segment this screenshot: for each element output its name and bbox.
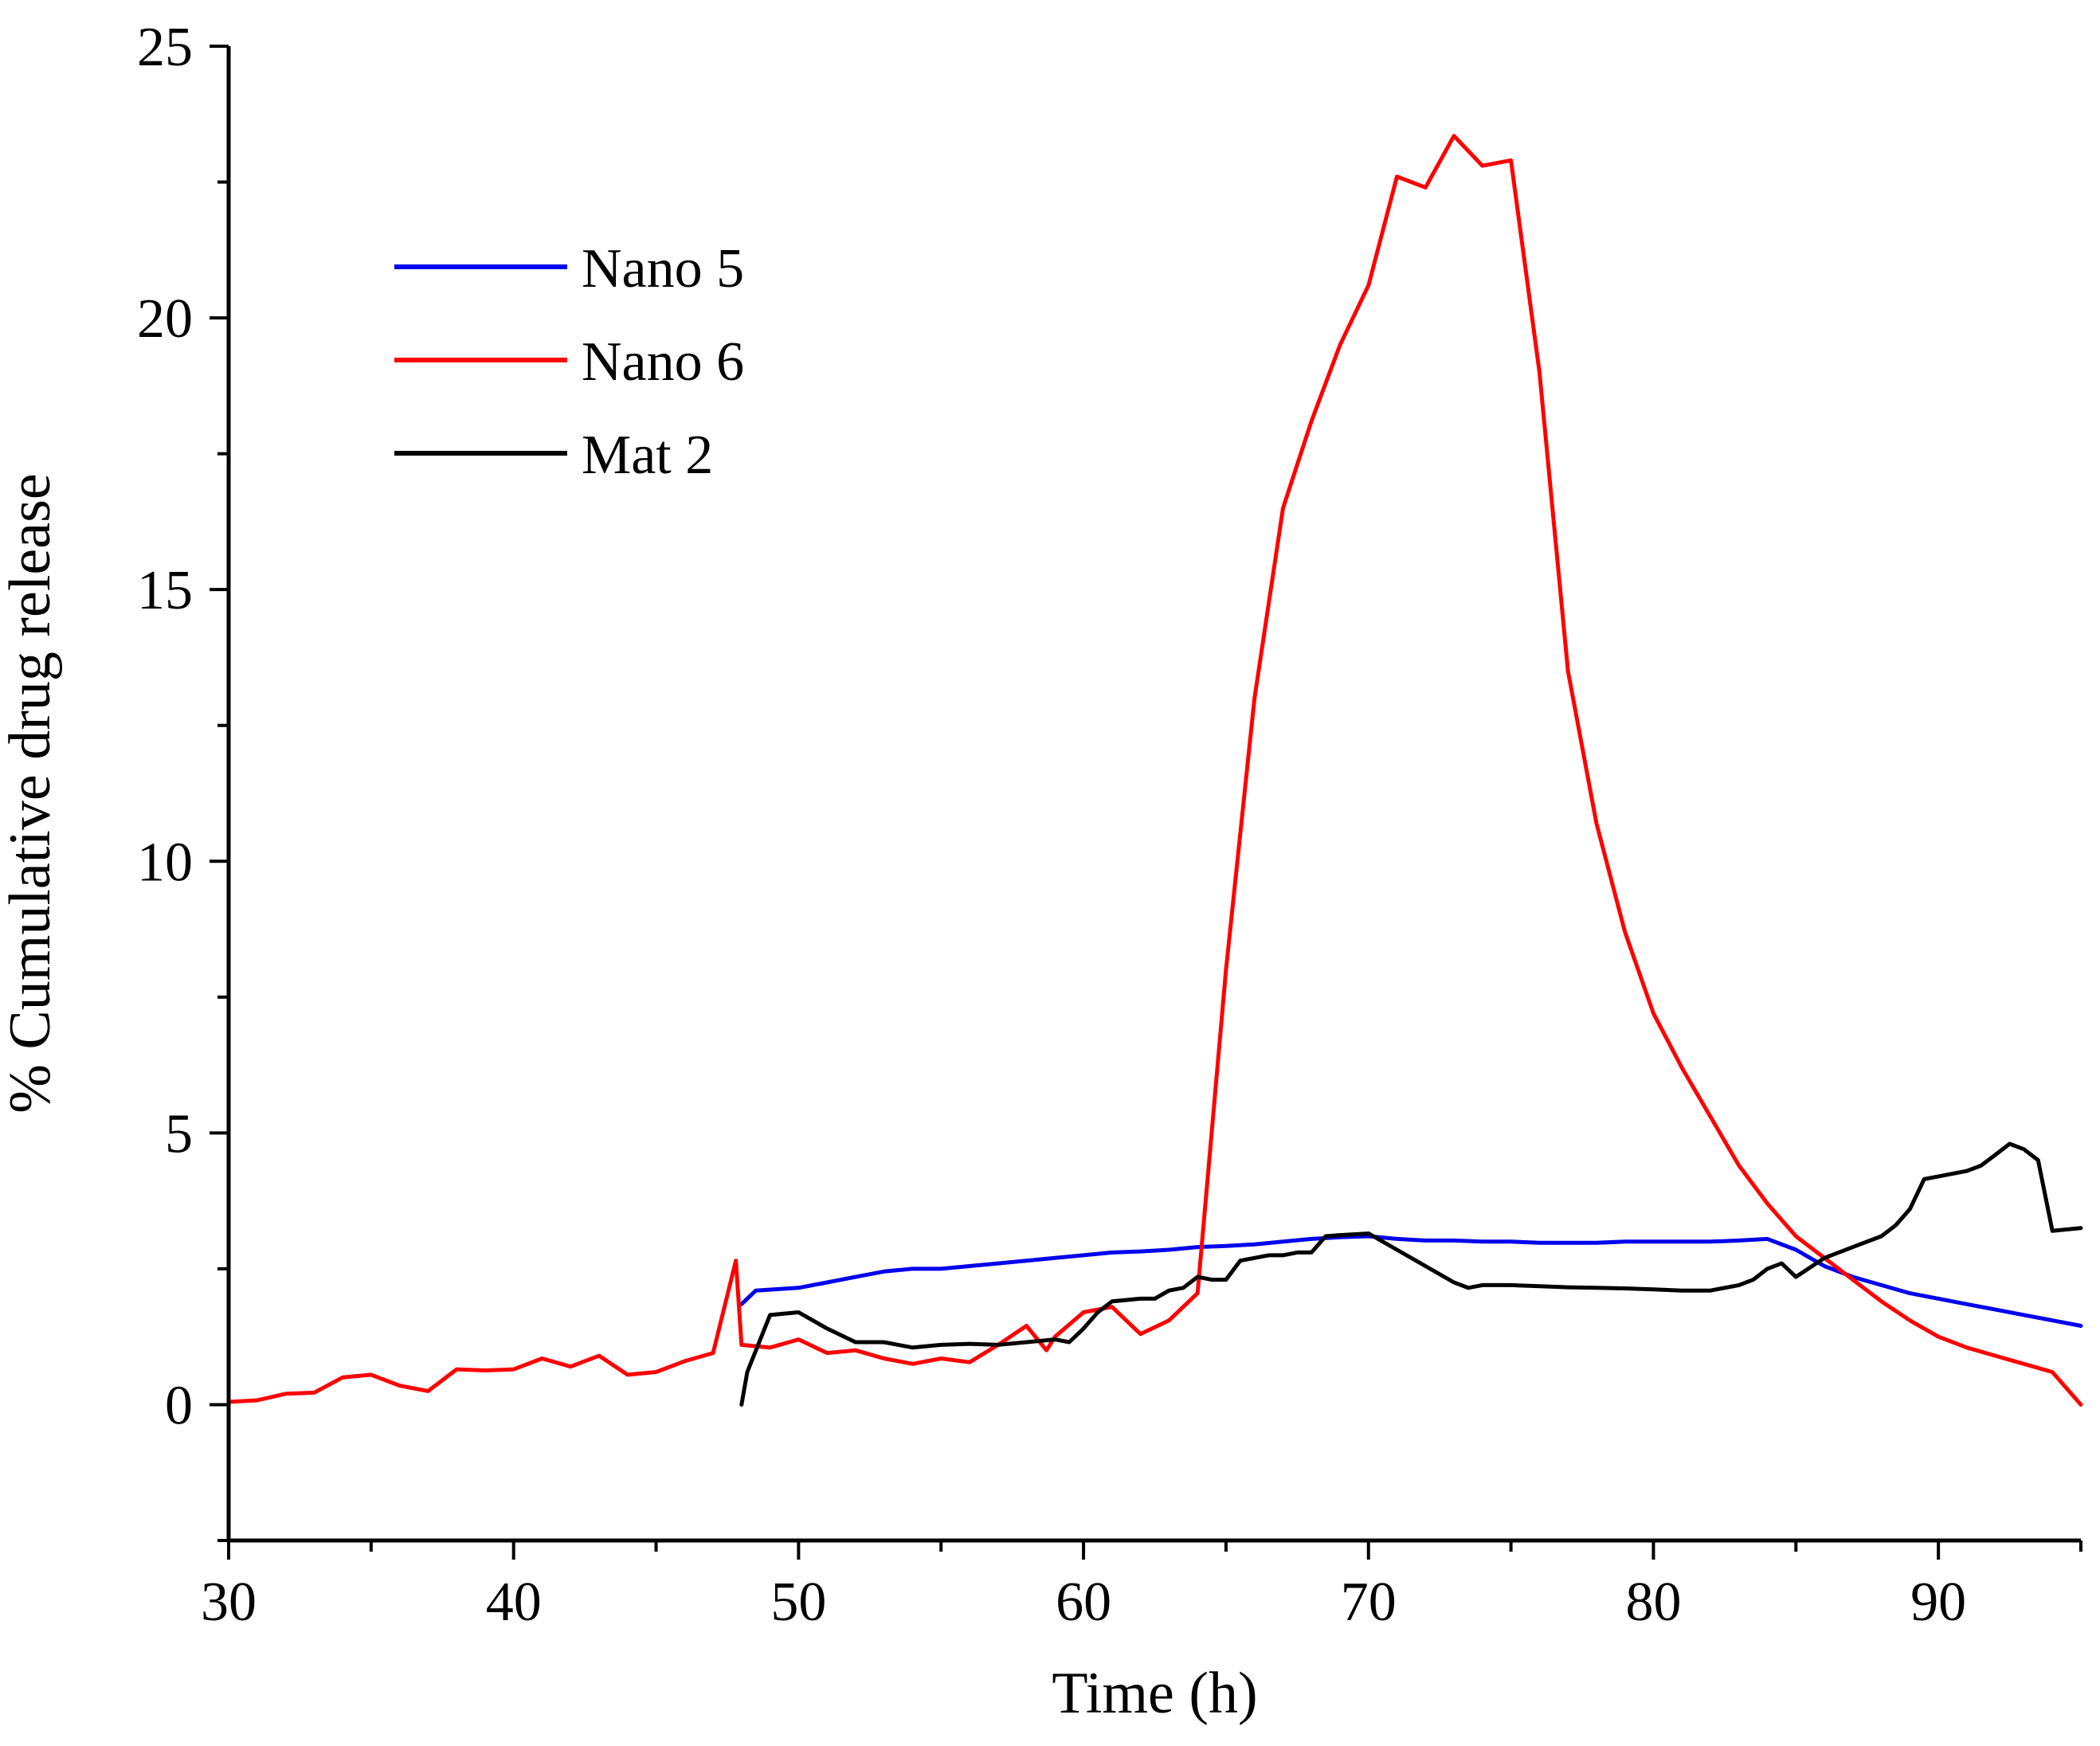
y-tick-label: 15	[137, 560, 193, 621]
legend-label-nano-6: Nano 6	[582, 331, 744, 393]
axes-layer: 30 40 50 60 70 80 90 0 5 10 15 20 25 Time (h) % Cumula…	[0, 17, 2082, 1726]
x-tick-label: 50	[770, 1572, 826, 1633]
series-line-nano-6	[226, 134, 2083, 1407]
series-layer	[226, 134, 2083, 1407]
x-tick-label: 90	[1910, 1572, 1966, 1633]
x-tick-label: 30	[201, 1572, 257, 1633]
x-axis-title: Time (h)	[1052, 1661, 1257, 1726]
y-tick-label: 25	[137, 17, 193, 78]
y-tick-label: 0	[165, 1375, 193, 1436]
x-tick-label: 60	[1056, 1572, 1111, 1633]
legend: Nano 5 Nano 6 Mat 2	[394, 238, 744, 486]
legend-label-mat-2: Mat 2	[582, 425, 713, 486]
y-axis-title: % Cumulative drug release	[0, 473, 63, 1113]
y-tick-label: 10	[137, 832, 193, 893]
y-tick-label: 20	[137, 288, 193, 350]
series-line-mat-2	[739, 1141, 2083, 1407]
legend-label-nano-5: Nano 5	[582, 238, 744, 299]
y-tick-label: 5	[165, 1103, 193, 1165]
x-tick-label: 70	[1341, 1572, 1397, 1633]
series-line-nano-5	[739, 1234, 2083, 1328]
x-tick-label: 40	[486, 1572, 542, 1633]
x-tick-label: 80	[1625, 1572, 1681, 1633]
